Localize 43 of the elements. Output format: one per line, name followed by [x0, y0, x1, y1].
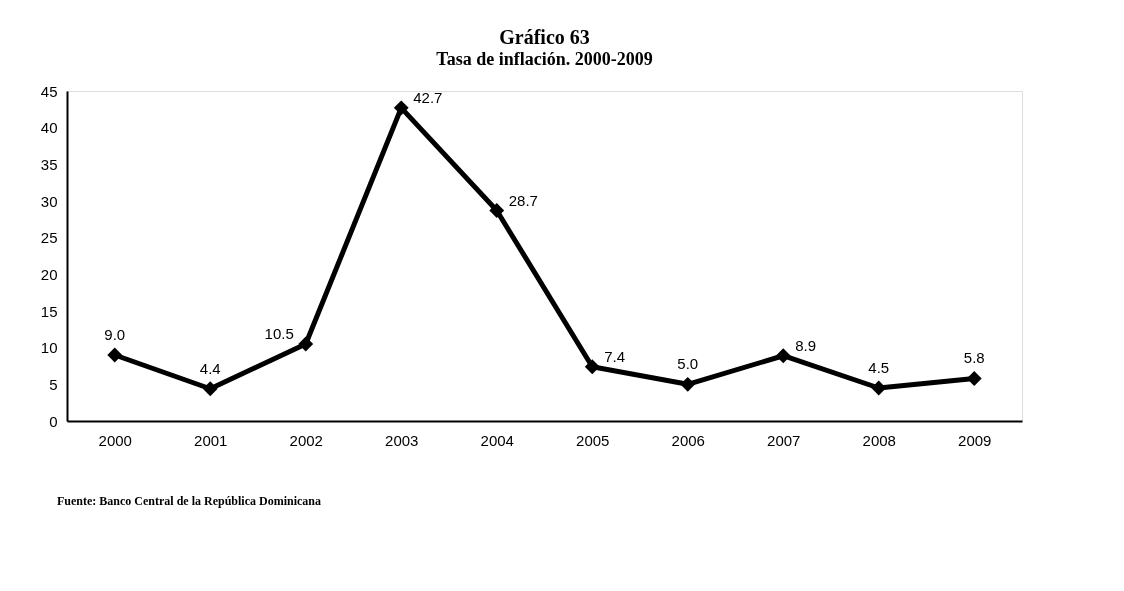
text: 10.5: [264, 325, 294, 342]
y-tick-label: 20: [40, 265, 58, 283]
text: 4.5: [868, 359, 890, 376]
x-tick-label: 2001: [194, 431, 228, 449]
point: [966, 371, 982, 386]
x-tick-label: 2002: [289, 431, 323, 449]
x-tick-label: 2006: [671, 431, 705, 449]
x-tick-label: 2003: [385, 431, 419, 449]
x-tick-label: 2009: [958, 431, 992, 449]
text: 9.0: [104, 326, 126, 343]
y-tick-label: 35: [40, 155, 58, 173]
x-tick-label: 2000: [98, 431, 132, 449]
y-tick-label: 40: [40, 119, 58, 137]
chart-subtitle: Tasa de inflación. 2000-2009: [436, 49, 653, 69]
y-tick-label: 30: [40, 192, 58, 210]
x-tick-label: 2005: [576, 431, 610, 449]
point: [107, 347, 123, 363]
x-tick-label: 2008: [862, 431, 896, 449]
y-tick-label: 25: [40, 229, 58, 247]
source-note: Fuente: Banco Central de la República Dominicana: [57, 494, 321, 508]
point: [489, 203, 505, 218]
chart-title: Gráfico 63: [499, 26, 590, 48]
point: [202, 381, 218, 397]
text: 7.4: [604, 347, 626, 365]
x-tick-label: 2007: [767, 431, 801, 449]
y-tick-label: 0: [49, 412, 58, 430]
point: [680, 376, 696, 392]
text: 4.4: [199, 359, 221, 377]
x-tick-label: 2004: [480, 431, 514, 449]
point: [775, 348, 791, 364]
point: [298, 336, 314, 352]
text: 5.8: [963, 349, 985, 367]
y-tick-label: 45: [40, 82, 58, 100]
y-tick-label: 5: [49, 375, 58, 393]
text: 5.0: [677, 355, 699, 373]
text: 8.9: [795, 336, 817, 354]
y-tick-label: 10: [40, 339, 58, 357]
point: [584, 359, 600, 375]
text: 28.7: [508, 191, 538, 209]
point: [871, 380, 887, 396]
text: 42.7: [413, 88, 443, 106]
point: [393, 100, 409, 116]
y-tick-label: 15: [40, 302, 58, 320]
